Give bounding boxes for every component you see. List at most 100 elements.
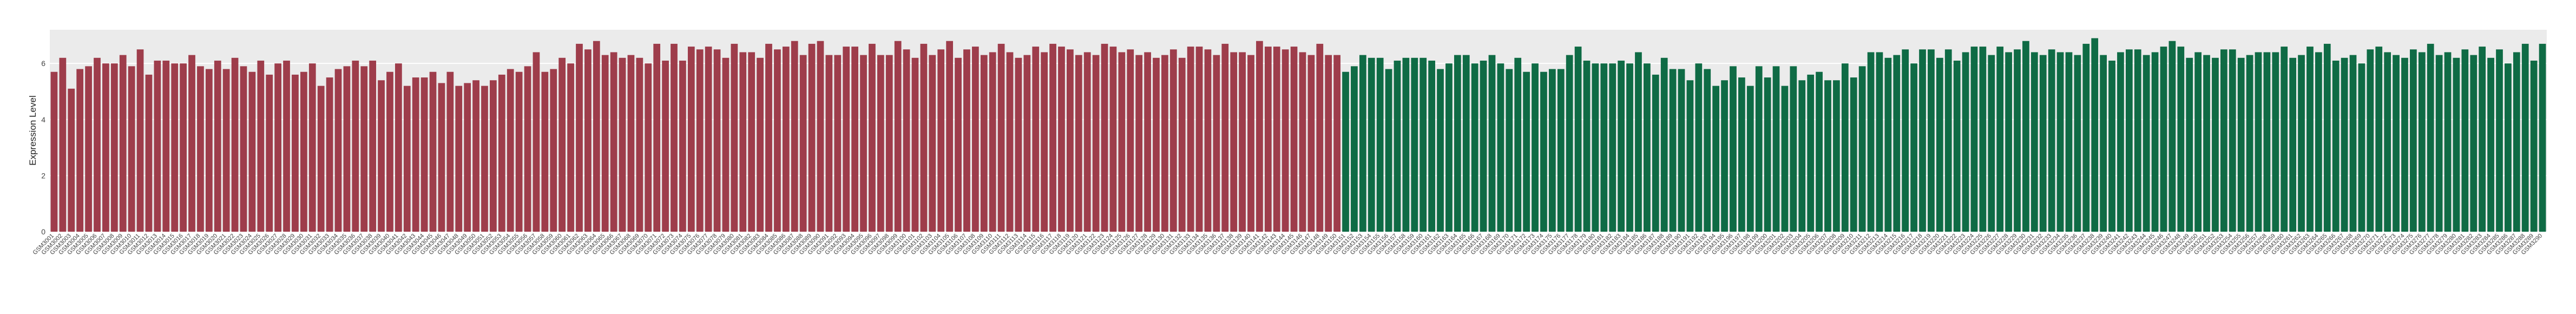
bar <box>731 43 738 232</box>
bar <box>1282 49 1289 232</box>
bar <box>2315 52 2322 232</box>
y-axis-label: Expression Level <box>28 95 38 165</box>
bar <box>2539 43 2546 232</box>
bar <box>1247 55 1254 232</box>
bar <box>420 77 428 232</box>
bar <box>662 60 669 232</box>
bar <box>1471 63 1478 232</box>
bar <box>1213 55 1220 232</box>
bar <box>1445 63 1453 232</box>
bar <box>403 86 411 232</box>
bar <box>2091 38 2099 232</box>
bar <box>2186 57 2193 232</box>
bar <box>1816 71 1823 232</box>
bar <box>136 49 144 232</box>
bar <box>1884 57 1892 232</box>
bar <box>2427 43 2434 232</box>
bar <box>1944 49 1952 232</box>
bar <box>1273 47 1280 232</box>
bar <box>145 74 153 232</box>
bar <box>369 60 377 232</box>
bar <box>946 41 953 232</box>
bar <box>679 60 686 232</box>
bar <box>645 63 652 232</box>
bar <box>464 83 471 232</box>
bar <box>94 57 101 232</box>
bar <box>1420 57 1427 232</box>
bar <box>283 60 290 232</box>
bar <box>1996 47 2004 232</box>
bar <box>1626 63 1633 232</box>
bar <box>1083 52 1091 232</box>
bar <box>59 57 67 232</box>
bar <box>334 69 342 232</box>
bar <box>2487 57 2494 232</box>
bar <box>2030 52 2038 232</box>
bar <box>885 55 893 232</box>
bar <box>550 69 557 232</box>
bar <box>1342 71 1349 232</box>
bar <box>2212 57 2219 232</box>
bar <box>2332 60 2340 232</box>
bar <box>1548 69 1556 232</box>
bar <box>1738 77 1745 232</box>
bar <box>1583 60 1591 232</box>
bar <box>1488 55 1496 232</box>
bar <box>472 80 479 232</box>
bar <box>997 43 1005 232</box>
bar <box>1730 66 1737 232</box>
bar <box>911 57 919 232</box>
bar <box>524 66 531 232</box>
bar <box>980 55 988 232</box>
bar <box>197 66 204 232</box>
bar <box>1712 86 1720 232</box>
bar <box>2418 52 2426 232</box>
bar <box>834 55 842 232</box>
bar <box>1394 60 1401 232</box>
bar <box>1686 80 1694 232</box>
bar <box>2246 55 2253 232</box>
bar <box>1660 57 1668 232</box>
bar <box>1299 52 1306 232</box>
bar <box>1824 80 1831 232</box>
bar <box>2177 47 2185 232</box>
bar <box>2289 57 2297 232</box>
bar <box>1058 47 1065 232</box>
bar <box>2306 47 2314 232</box>
bar <box>1807 74 1815 232</box>
bar <box>1385 69 1392 232</box>
bar <box>1195 47 1203 232</box>
bar <box>851 47 858 232</box>
bar <box>1032 47 1040 232</box>
bar <box>266 74 273 232</box>
bar <box>1041 52 1048 232</box>
bar <box>1015 57 1022 232</box>
bar <box>2237 57 2245 232</box>
bar <box>171 63 179 232</box>
bar <box>920 43 928 232</box>
bar <box>1979 47 1987 232</box>
bar <box>937 49 945 232</box>
bar <box>2151 52 2159 232</box>
bar <box>1695 63 1703 232</box>
bar <box>50 71 58 232</box>
bar <box>1557 69 1565 232</box>
bar <box>2453 57 2460 232</box>
bar <box>929 55 936 232</box>
bar <box>1333 55 1340 232</box>
bar <box>2022 41 2029 232</box>
bar <box>2401 57 2408 232</box>
bar <box>1402 57 1410 232</box>
bar <box>481 86 488 232</box>
bar <box>1540 71 1547 232</box>
bar <box>1970 47 1978 232</box>
bar <box>1566 55 1573 232</box>
bar <box>1772 66 1780 232</box>
bar <box>825 55 833 232</box>
bar <box>567 63 574 232</box>
bar <box>1592 63 1599 232</box>
bar <box>1049 43 1056 232</box>
bar <box>1480 60 1487 232</box>
bar <box>1109 47 1117 232</box>
bar <box>455 86 463 232</box>
